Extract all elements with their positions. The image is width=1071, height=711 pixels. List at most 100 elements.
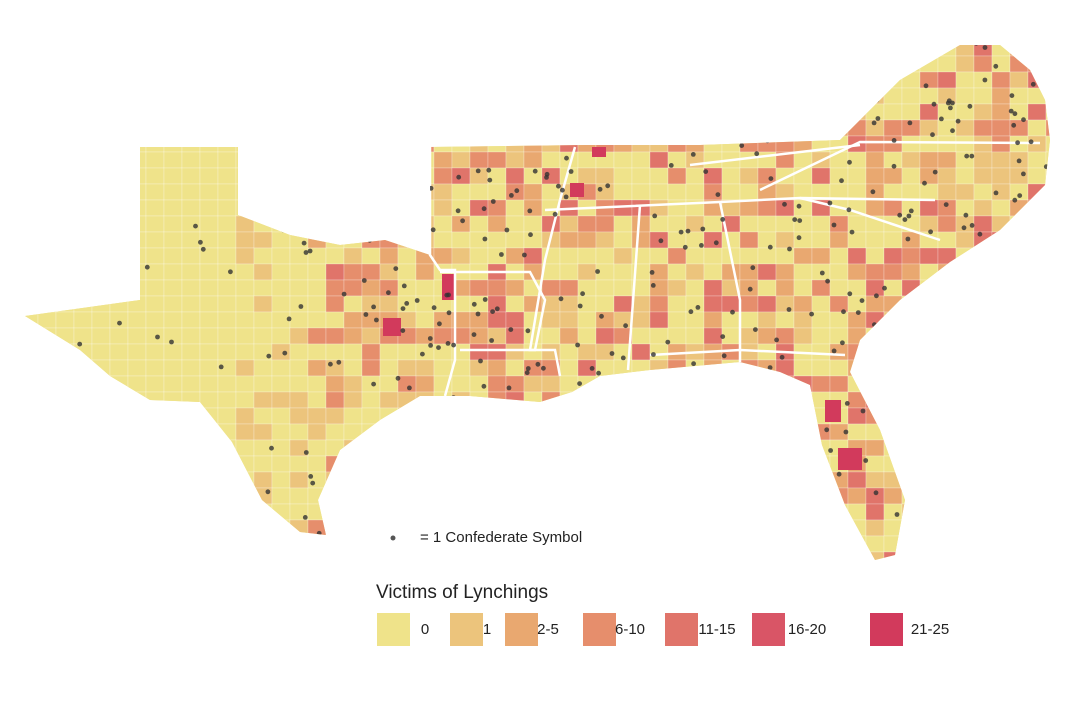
county — [397, 519, 417, 537]
county — [613, 183, 633, 201]
county — [703, 391, 723, 409]
county — [811, 45, 831, 57]
county — [793, 359, 813, 377]
county — [757, 135, 777, 153]
county — [703, 119, 723, 137]
symbol-dot — [580, 134, 586, 140]
county — [883, 311, 903, 329]
county — [91, 519, 111, 537]
symbol-dot — [650, 283, 656, 288]
symbol-dot — [312, 151, 317, 157]
symbol-dot — [721, 131, 727, 137]
county — [1045, 311, 1050, 329]
county — [613, 295, 633, 313]
county — [505, 119, 525, 137]
symbol-dot — [688, 309, 694, 315]
county — [667, 359, 687, 377]
county — [253, 119, 273, 137]
county — [289, 519, 309, 537]
symbol-dot — [578, 466, 584, 472]
county — [361, 551, 381, 560]
county — [505, 423, 525, 441]
symbol-dot — [682, 244, 688, 250]
county — [991, 279, 1011, 297]
county — [235, 151, 255, 169]
county — [793, 45, 813, 57]
county — [1045, 407, 1050, 425]
county — [37, 151, 57, 169]
symbol-dot — [66, 181, 71, 187]
county — [145, 551, 165, 560]
county — [901, 247, 921, 265]
county — [397, 343, 417, 361]
county — [235, 455, 255, 473]
county — [919, 247, 939, 265]
symbol-dot — [815, 546, 821, 552]
county — [344, 568, 362, 584]
county — [920, 568, 938, 584]
county — [865, 263, 885, 281]
county — [289, 231, 309, 249]
county — [415, 279, 435, 297]
symbol-dot — [499, 252, 504, 257]
county — [541, 551, 561, 560]
county — [451, 55, 471, 73]
county — [667, 375, 687, 393]
county — [289, 71, 309, 89]
county — [739, 407, 759, 425]
symbol-dot — [367, 237, 373, 243]
county — [649, 503, 669, 521]
symbol-dot — [374, 317, 379, 323]
county — [523, 407, 543, 425]
county — [667, 295, 687, 313]
county — [37, 87, 57, 105]
county — [595, 327, 615, 345]
county — [973, 519, 993, 537]
county — [649, 135, 669, 153]
county — [25, 119, 39, 137]
symbol-dot — [1003, 278, 1009, 284]
county — [973, 247, 993, 265]
symbol-dot — [407, 385, 412, 391]
symbol-dot — [691, 361, 696, 367]
county — [433, 45, 453, 57]
county — [775, 135, 795, 153]
county — [199, 391, 219, 409]
county — [901, 103, 921, 121]
county — [1027, 279, 1047, 297]
county — [577, 311, 597, 329]
county — [577, 231, 597, 249]
county — [235, 519, 255, 537]
county — [631, 535, 651, 553]
county — [55, 135, 75, 153]
county — [325, 455, 345, 473]
symbol-dot — [186, 450, 192, 456]
county — [451, 199, 471, 217]
symbol-dot — [1015, 140, 1020, 146]
symbol-dot — [673, 459, 679, 465]
symbol-dot — [977, 231, 983, 237]
county — [217, 423, 237, 441]
county — [73, 247, 93, 265]
county — [415, 375, 435, 393]
county — [505, 279, 525, 297]
symbol-key-dot — [390, 535, 396, 541]
county — [289, 199, 309, 217]
county — [271, 55, 291, 73]
county — [235, 119, 255, 137]
symbol-dot — [860, 408, 866, 414]
county — [541, 279, 561, 297]
county — [595, 519, 615, 537]
symbol-dot — [859, 298, 865, 303]
symbol-dot — [587, 509, 592, 514]
county — [703, 439, 723, 457]
county — [433, 135, 453, 153]
symbol-dot — [522, 252, 527, 258]
symbol-dot — [1015, 380, 1021, 385]
county — [127, 87, 147, 105]
symbol-dot — [796, 235, 802, 241]
symbol-dot — [668, 163, 674, 168]
county — [127, 167, 147, 185]
county — [91, 135, 111, 153]
symbol-dot — [541, 365, 546, 371]
